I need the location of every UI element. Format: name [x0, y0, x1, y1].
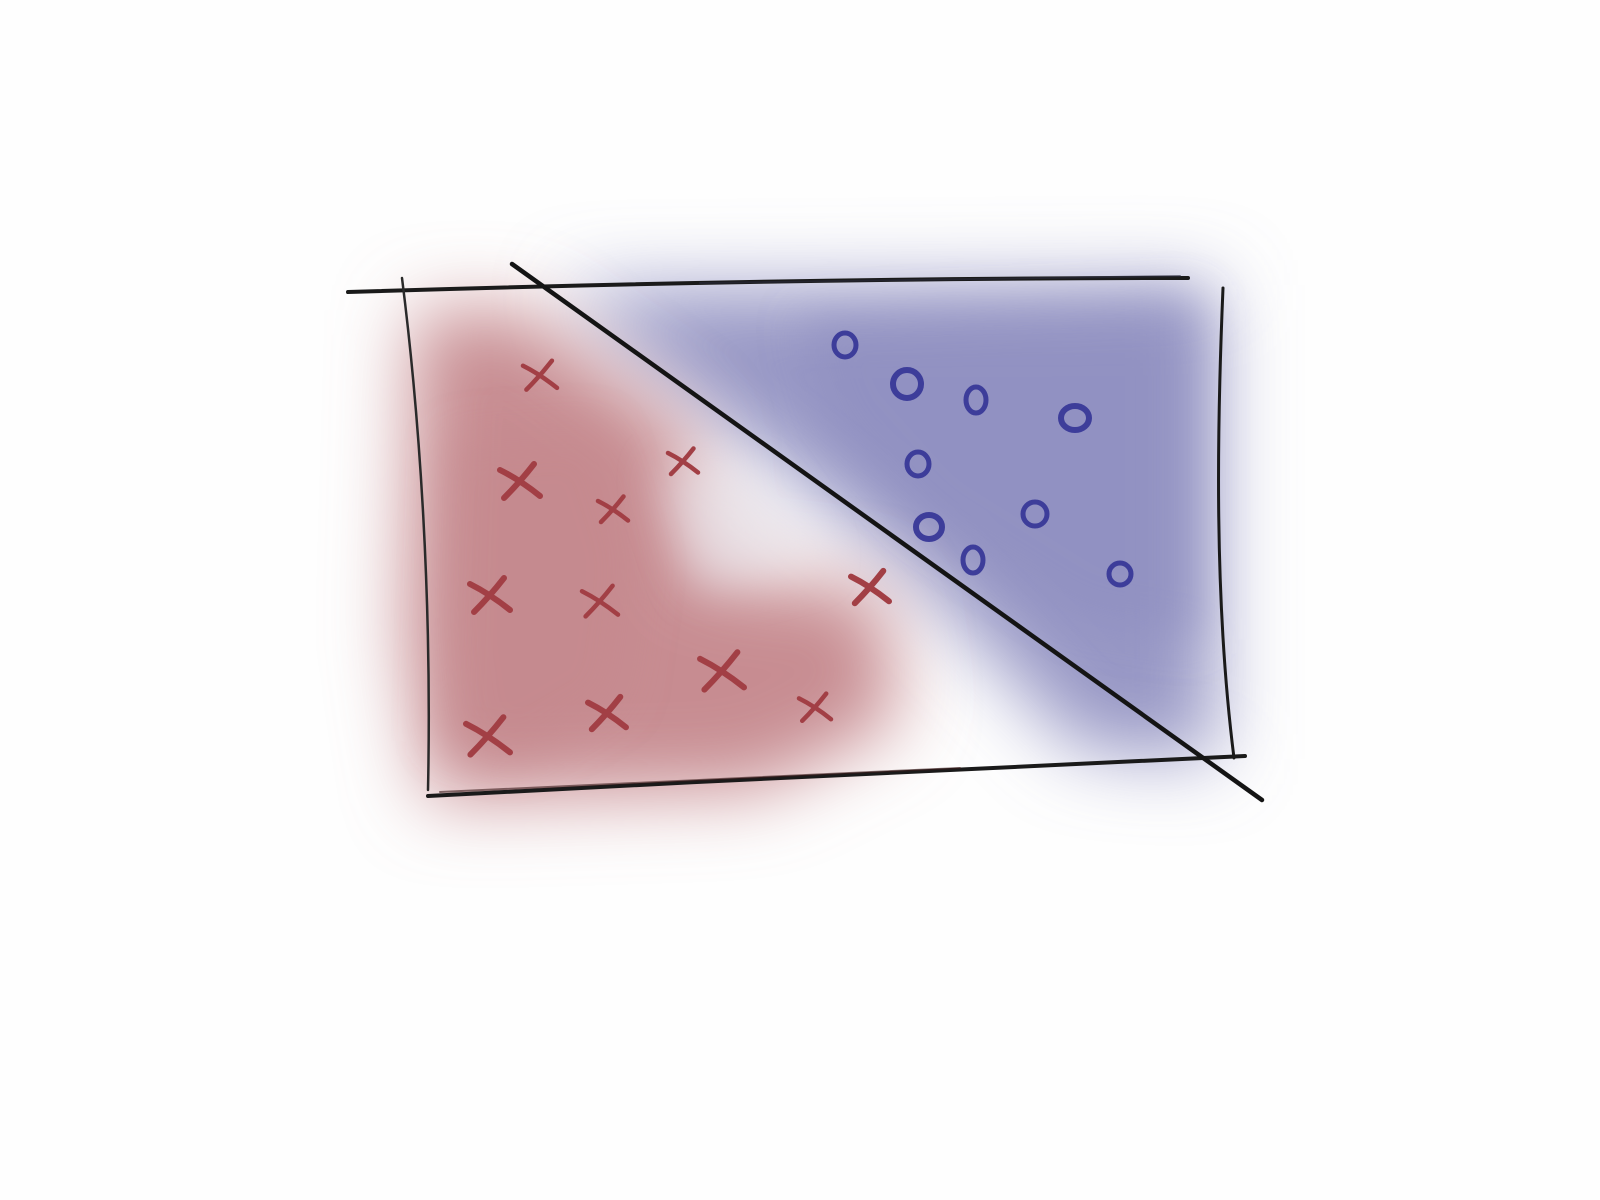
frame-left-edge — [400, 276, 431, 792]
neutral-band-area — [660, 470, 820, 590]
x-marker — [585, 693, 629, 733]
x-marker — [467, 575, 513, 615]
o-marker — [831, 330, 859, 360]
decision-boundary-line — [509, 261, 1265, 803]
o-marker — [960, 544, 986, 576]
neutral-band — [660, 470, 820, 590]
class-x-markers — [463, 358, 892, 758]
region-x-dense — [440, 430, 640, 760]
region-o-dense-area — [800, 300, 1200, 640]
x-marker — [665, 446, 701, 477]
x-marker — [497, 461, 543, 501]
frame — [346, 275, 1247, 798]
class-o-markers — [831, 330, 1134, 588]
frame-right-edge — [1217, 286, 1236, 760]
shaded-regions — [405, 285, 1215, 800]
o-marker — [963, 384, 989, 416]
o-marker — [1106, 560, 1134, 588]
frame-bottom-edge — [426, 754, 1247, 798]
frame-bottom-edge-shadow — [439, 767, 961, 793]
o-marker — [904, 449, 932, 479]
x-marker — [595, 494, 631, 525]
x-marker — [848, 567, 892, 607]
x-marker — [796, 691, 834, 724]
region-o-dense — [800, 300, 1200, 640]
o-marker — [890, 367, 924, 401]
x-marker — [697, 649, 747, 693]
region-x-dense-area — [440, 430, 640, 760]
o-marker — [1058, 403, 1092, 433]
o-marker — [913, 512, 945, 542]
x-marker — [579, 583, 621, 619]
x-marker — [463, 714, 513, 758]
frame-top-edge-shadow — [699, 275, 1181, 284]
o-marker — [1020, 499, 1050, 529]
x-marker — [520, 358, 560, 392]
